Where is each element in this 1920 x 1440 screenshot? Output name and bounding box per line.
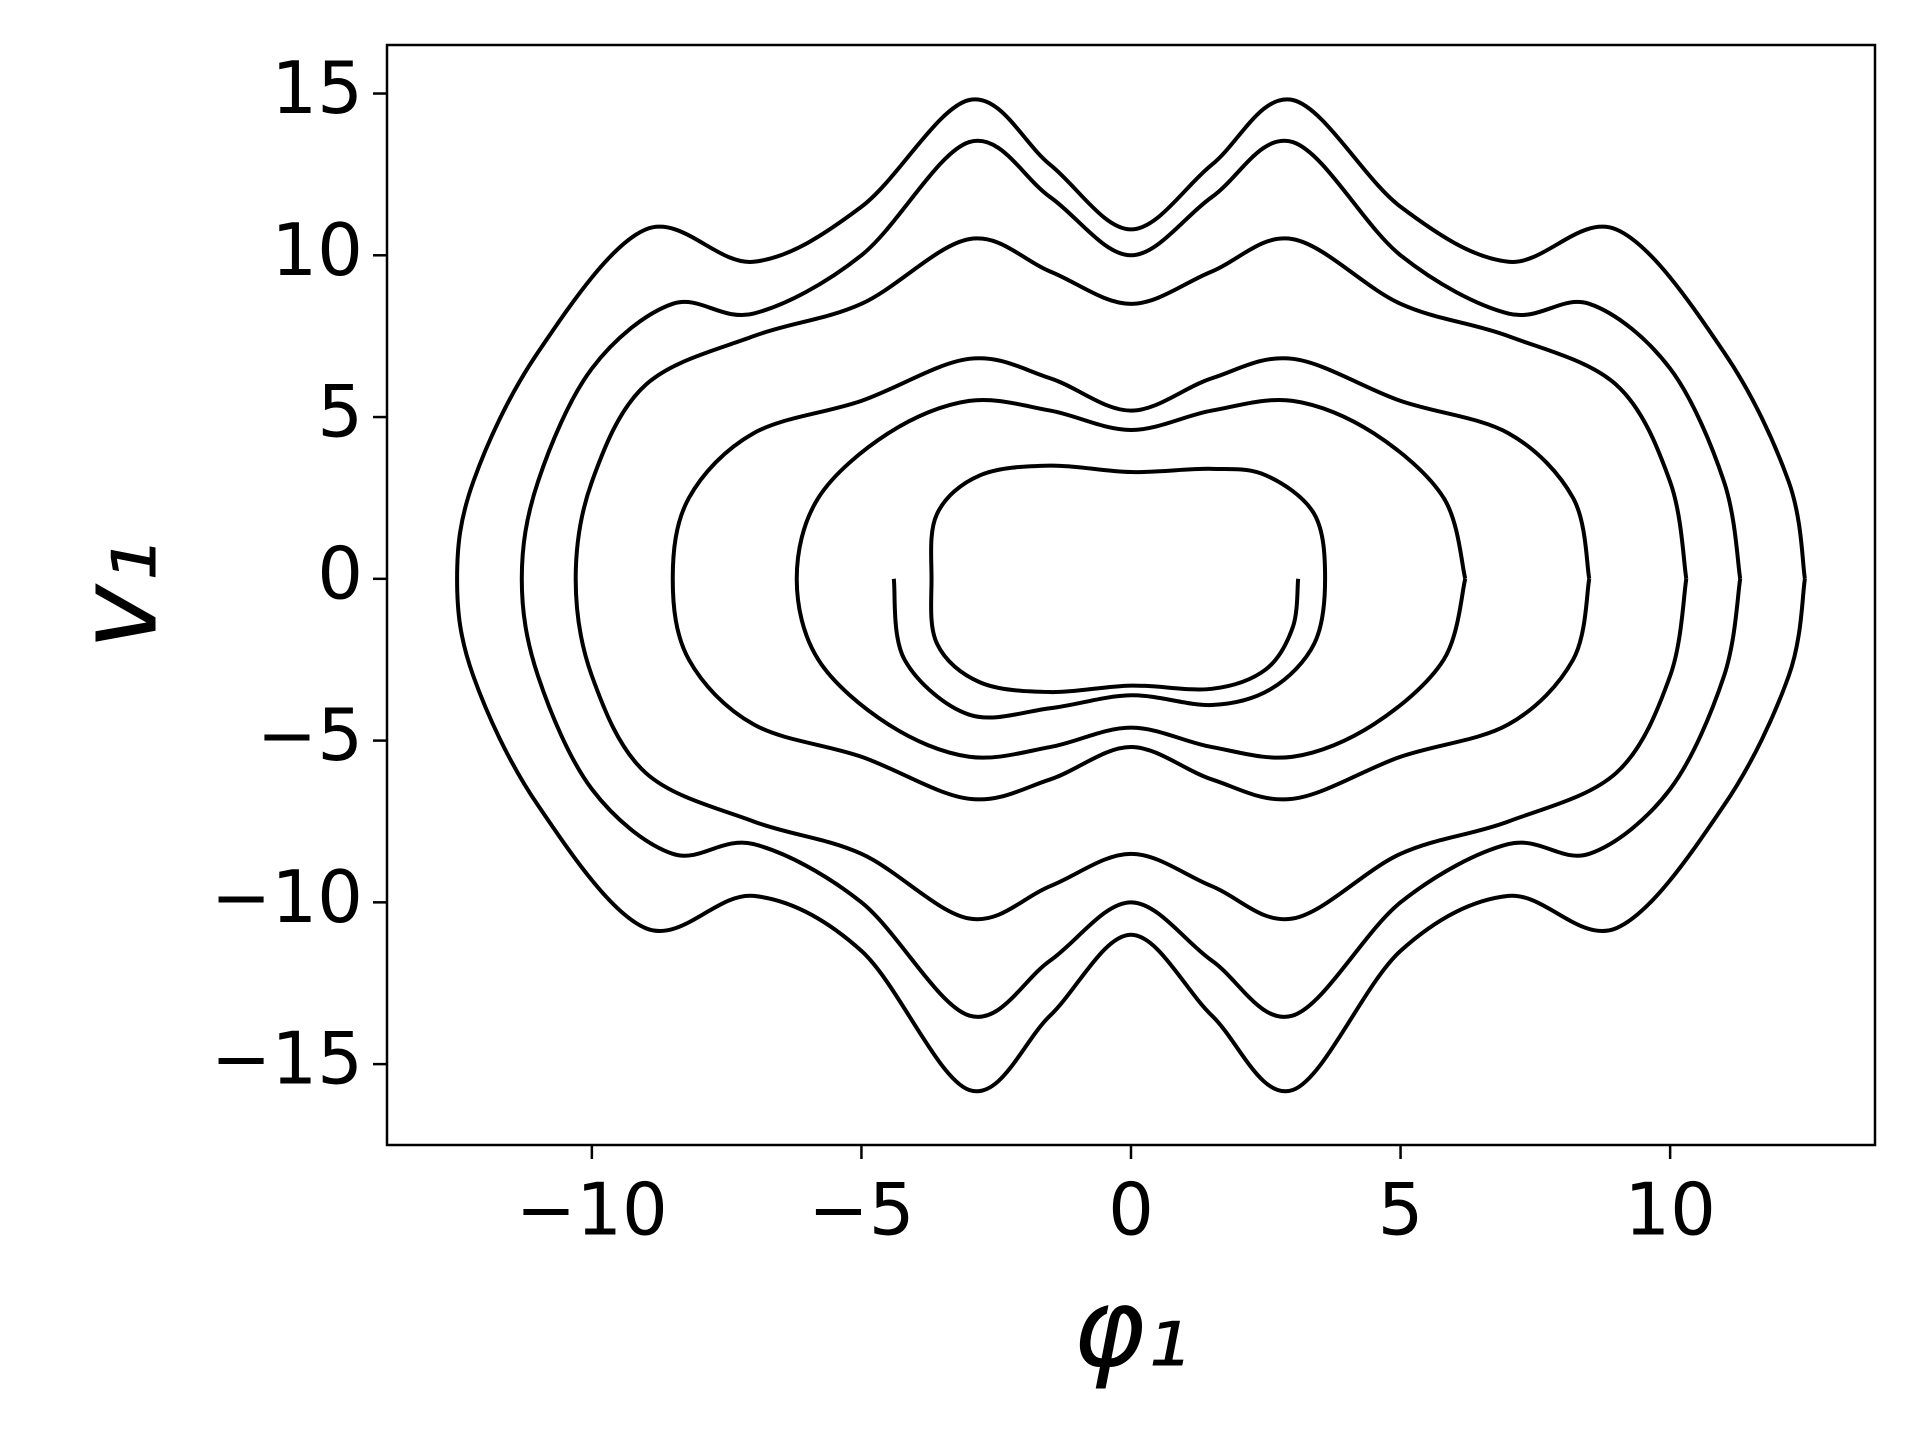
y-tick-label: −15	[211, 1017, 363, 1101]
x-tick-label: 5	[1378, 1168, 1424, 1252]
x-tick-label: −10	[516, 1168, 668, 1252]
x-tick-label: 0	[1108, 1168, 1154, 1252]
trajectory	[573, 236, 1689, 922]
trajectory	[670, 356, 1592, 802]
plot-frame	[385, 43, 1877, 1147]
x-axis-label: φ₁	[1073, 1263, 1190, 1391]
x-tick-label: −5	[808, 1168, 914, 1252]
trajectory	[891, 463, 1328, 720]
trajectory	[794, 397, 1468, 760]
x-tick-label: 10	[1624, 1168, 1716, 1252]
trajectory	[455, 97, 1807, 1094]
trajectory	[519, 138, 1743, 1019]
y-tick-label: 10	[271, 208, 363, 292]
y-tick-label: −5	[257, 693, 363, 777]
y-tick-label: −10	[211, 855, 363, 939]
y-axis-label: v₁	[53, 540, 181, 649]
y-tick-label: 5	[317, 370, 363, 454]
y-tick-label: 15	[271, 46, 363, 130]
y-tick-label: 0	[317, 531, 363, 615]
